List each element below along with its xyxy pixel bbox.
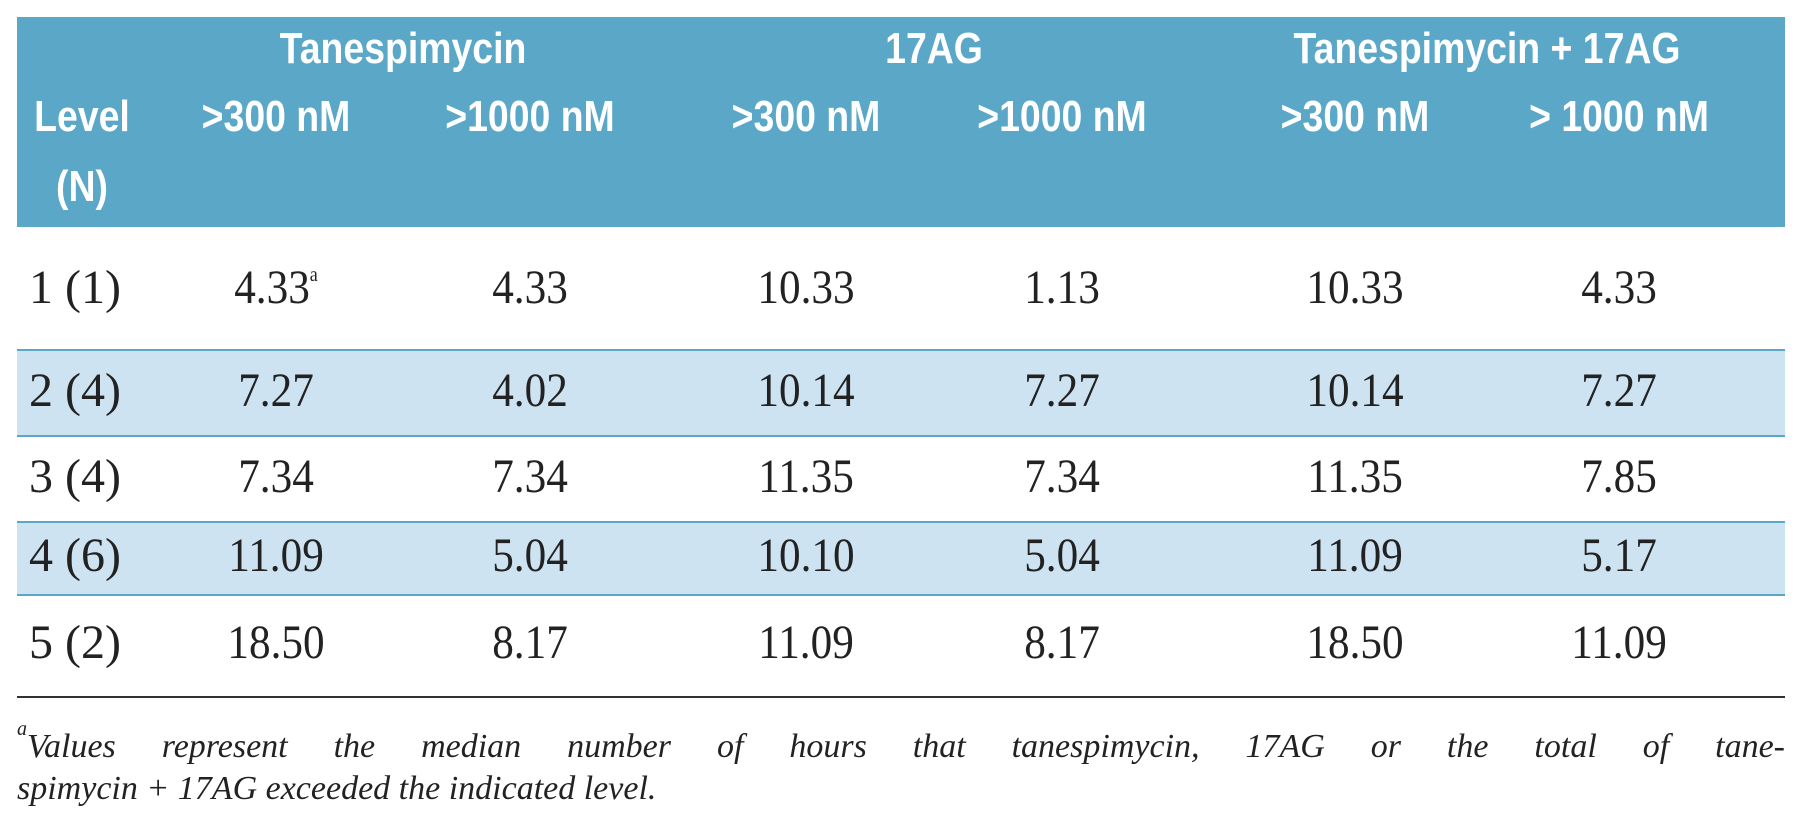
footnote-marker: a	[17, 718, 27, 740]
row-level: 3 (4)	[29, 450, 121, 503]
value: 7.34	[492, 450, 568, 503]
column-header: > 1000 nM	[1529, 92, 1709, 141]
value: 7.27	[1581, 364, 1657, 417]
value: 7.34	[1024, 450, 1100, 503]
bottom-rule	[17, 696, 1785, 698]
cell-value: 4.33	[1581, 260, 1657, 315]
row-rule	[17, 521, 1785, 523]
value: 11.09	[758, 616, 854, 669]
cell-value: 4.02	[492, 363, 568, 418]
value: 7.27	[1024, 364, 1100, 417]
value: 10.10	[757, 529, 855, 582]
cell-value: 7.34	[1024, 449, 1100, 504]
cell-value: 7.27	[238, 363, 314, 418]
cell-value: 11.35	[758, 449, 854, 504]
cell-value: 5.04	[492, 528, 568, 583]
cell-value: 7.34	[238, 449, 314, 504]
value: 5.04	[1024, 529, 1100, 582]
cell-value: 8.17	[492, 615, 568, 670]
cell-value: 10.10	[757, 528, 854, 583]
row-rule	[17, 435, 1785, 437]
cell-value: 10.14	[1306, 363, 1403, 418]
header-band	[17, 17, 1785, 227]
value: 18.50	[227, 616, 325, 669]
cell-value: 11.09	[1571, 615, 1667, 670]
value: 5.17	[1581, 529, 1657, 582]
cell-value: 4.33	[492, 260, 568, 315]
footnote-line: aValues represent the median number of h…	[17, 718, 1785, 766]
cell-value: 11.09	[228, 528, 324, 583]
value: 4.33	[1581, 261, 1657, 314]
group-header: Tanespimycin + 17AG	[1293, 24, 1681, 73]
value: 10.14	[757, 364, 855, 417]
row-level: 1 (1)	[29, 261, 121, 314]
cell-value: 11.09	[758, 615, 854, 670]
value: 7.27	[238, 364, 314, 417]
value: 5.04	[492, 529, 568, 582]
value: 11.35	[758, 450, 854, 503]
value: 10.14	[1306, 364, 1404, 417]
value: 10.33	[757, 261, 855, 314]
cell-value: 18.50	[227, 615, 324, 670]
cell-value: 5.04	[1024, 528, 1100, 583]
column-header: >300 nM	[1280, 92, 1430, 141]
cell-value: 1.13	[1024, 260, 1100, 315]
cell-value: 10.33	[1306, 260, 1403, 315]
footnote-text: Values represent the median number of ho…	[27, 728, 1785, 765]
row-rule	[17, 594, 1785, 596]
cell-value: 7.85	[1581, 449, 1657, 504]
cell-value: 11.09	[1307, 528, 1403, 583]
value: 11.09	[1571, 616, 1667, 669]
cell-value: 7.34	[492, 449, 568, 504]
row-level: 2 (4)	[29, 364, 121, 417]
column-header: >1000 nM	[445, 92, 615, 141]
value: 4.02	[492, 364, 568, 417]
value: 4.33	[234, 261, 310, 314]
column-header: >300 nM	[201, 92, 351, 141]
value: 11.09	[228, 529, 324, 582]
cell-value: 18.50	[1306, 615, 1403, 670]
row-level: 5 (2)	[29, 616, 121, 669]
column-header: >1000 nM	[977, 92, 1147, 141]
cell-value: 8.17	[1024, 615, 1100, 670]
value: 4.33	[492, 261, 568, 314]
value: 7.34	[238, 450, 314, 503]
row-level: 4 (6)	[29, 529, 121, 582]
cell-value: 7.27	[1581, 363, 1657, 418]
value: 11.09	[1307, 529, 1403, 582]
value: 10.33	[1306, 261, 1404, 314]
column-header: >300 nM	[731, 92, 881, 141]
value: 11.35	[1307, 450, 1403, 503]
row-band	[17, 522, 1785, 595]
cell-value: 7.27	[1024, 363, 1100, 418]
row-rule	[17, 349, 1785, 351]
value: 8.17	[492, 616, 568, 669]
cell-value: 11.35	[1307, 449, 1403, 504]
value: 8.17	[1024, 616, 1100, 669]
group-header: Tanespimycin	[279, 24, 527, 73]
level-header: Level	[34, 92, 130, 141]
value: 1.13	[1024, 261, 1100, 314]
cell-value: 4.33a	[234, 260, 318, 315]
group-header: 17AG	[885, 24, 983, 73]
n-header: (N)	[56, 162, 108, 211]
cell-value: 5.17	[1581, 528, 1657, 583]
value: 18.50	[1306, 616, 1404, 669]
note-marker: a	[309, 264, 318, 286]
row-band	[17, 350, 1785, 436]
value: 7.85	[1581, 450, 1657, 503]
footnote-line: spimycin + 17AG exceeded the indicated l…	[17, 770, 657, 807]
cell-value: 10.33	[757, 260, 854, 315]
cell-value: 10.14	[757, 363, 854, 418]
